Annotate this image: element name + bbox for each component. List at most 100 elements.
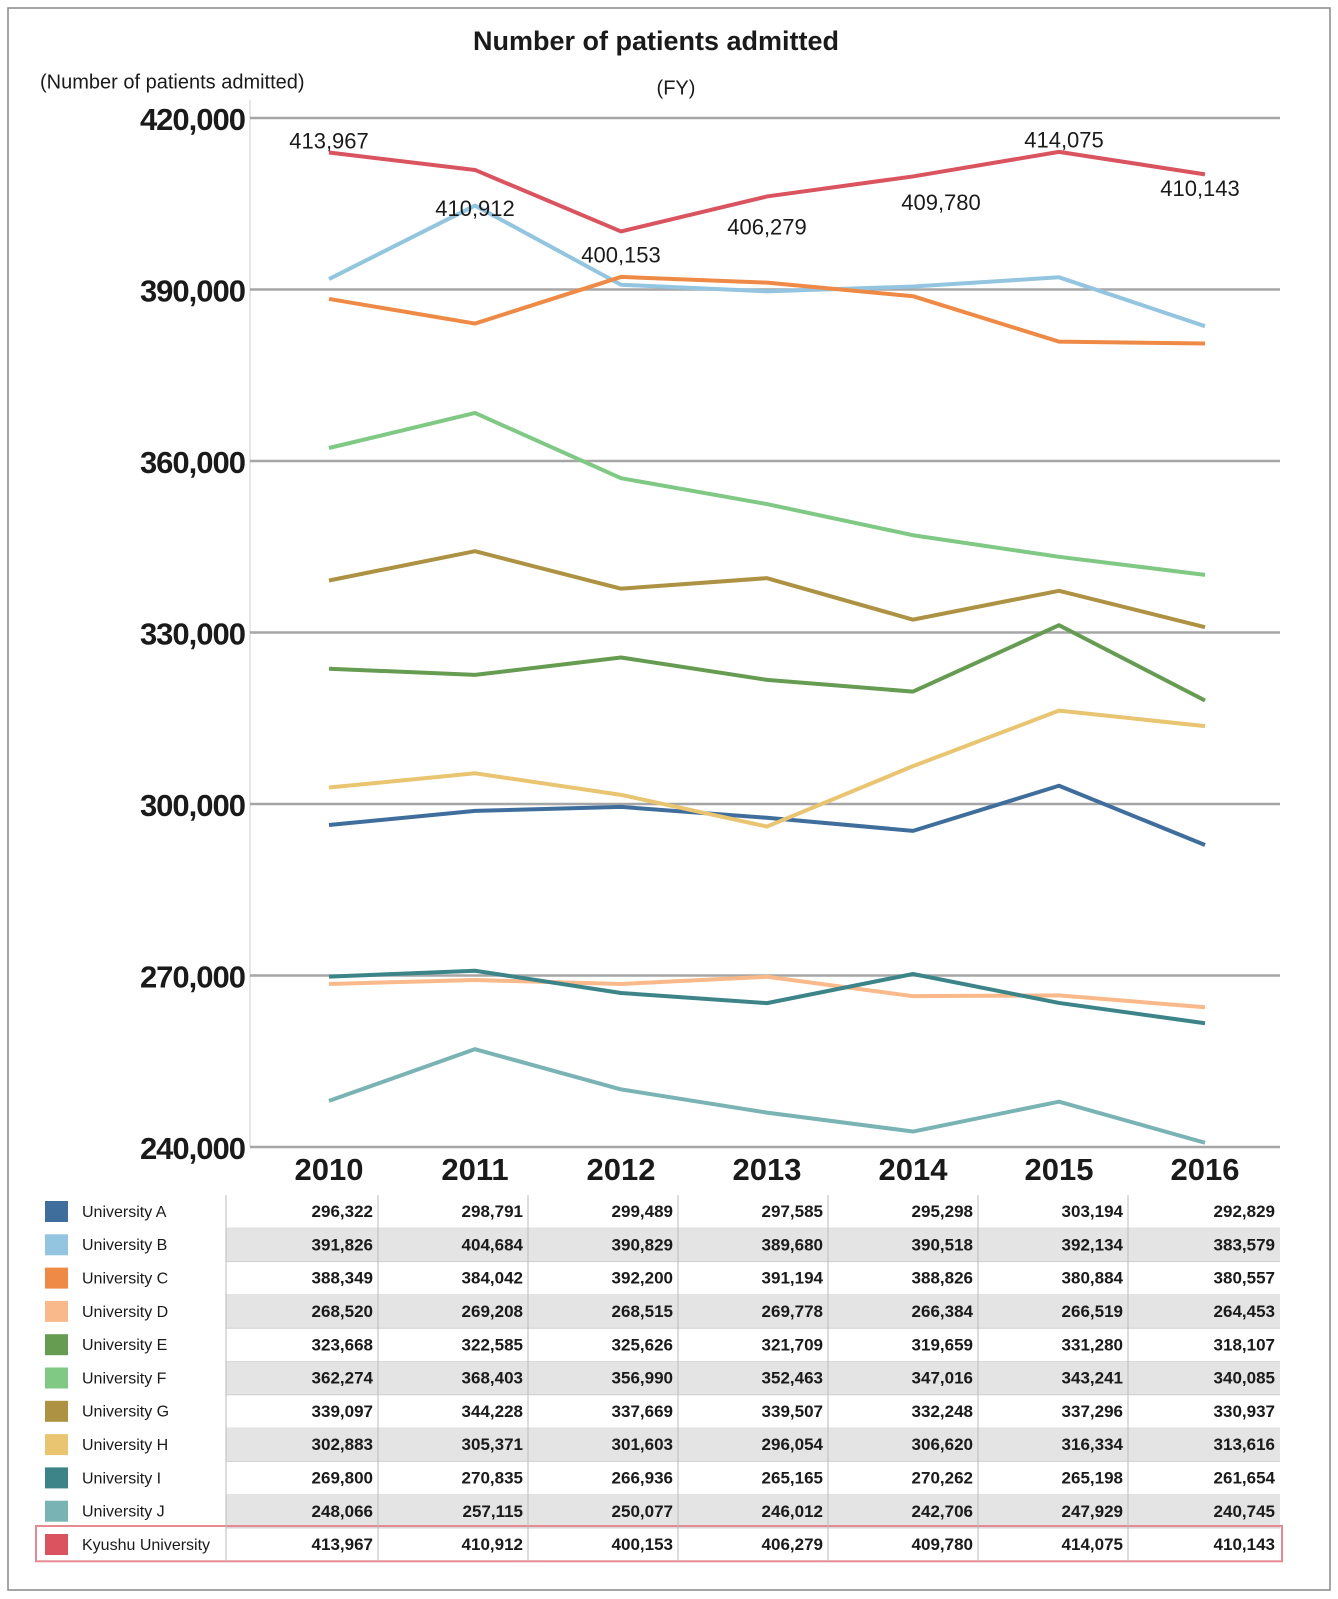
legend-swatch [45, 1367, 68, 1389]
data-label: 400,153 [581, 242, 661, 267]
table-cell: 323,668 [312, 1335, 373, 1354]
table-cell: 339,097 [312, 1402, 373, 1421]
legend-label: University A [82, 1204, 167, 1221]
legend-swatch [45, 1201, 68, 1222]
legend-label: University E [82, 1337, 167, 1354]
table-cell: 343,241 [1062, 1369, 1123, 1388]
table-cell: 265,198 [1062, 1469, 1123, 1488]
table-cell: 410,912 [462, 1535, 523, 1554]
table-cell: 265,165 [762, 1469, 823, 1488]
table-cell: 331,280 [1062, 1335, 1123, 1354]
y-tick-label: 360,000 [140, 445, 245, 480]
legend-swatch [45, 1234, 68, 1256]
table-cell: 266,519 [1062, 1302, 1123, 1321]
table-row-bg [226, 1361, 1280, 1395]
table-cell: 318,107 [1214, 1335, 1275, 1354]
table-cell: 269,778 [762, 1302, 823, 1321]
legend-label: Kyushu University [82, 1537, 210, 1554]
table-cell: 299,489 [612, 1202, 673, 1221]
table-cell: 392,134 [1062, 1235, 1124, 1254]
table-cell: 390,518 [912, 1235, 973, 1254]
table-cell: 297,585 [762, 1202, 823, 1221]
table-cell: 321,709 [762, 1335, 823, 1354]
table-cell: 322,585 [462, 1335, 523, 1354]
table-cell: 270,835 [462, 1469, 523, 1488]
table-cell: 409,780 [912, 1535, 973, 1554]
table-row-bg [226, 1494, 1280, 1528]
series-line [328, 623, 1206, 703]
table-cell: 298,791 [462, 1202, 523, 1221]
table-cell: 305,371 [462, 1435, 523, 1454]
table-cell: 410,143 [1214, 1535, 1275, 1554]
data-label: 414,075 [1024, 128, 1104, 153]
table-cell: 292,829 [1214, 1202, 1275, 1221]
legend-label: University I [82, 1470, 161, 1487]
table-cell: 347,016 [912, 1369, 973, 1388]
legend-swatch [45, 1434, 68, 1456]
table-cell: 319,659 [912, 1335, 973, 1354]
table-cell: 380,884 [1062, 1269, 1124, 1288]
table-cell: 240,745 [1214, 1502, 1275, 1521]
table-cell: 247,929 [1062, 1502, 1123, 1521]
table-cell: 301,603 [612, 1435, 673, 1454]
table-cell: 270,262 [912, 1469, 973, 1488]
table-cell: 250,077 [612, 1502, 673, 1521]
legend-label: University D [82, 1304, 168, 1321]
series-line [328, 274, 1206, 346]
table-cell: 242,706 [912, 1502, 973, 1521]
table-cell: 330,937 [1214, 1402, 1275, 1421]
table-cell: 388,826 [912, 1269, 973, 1288]
y-axis-label: (Number of patients admitted) [40, 71, 305, 93]
y-tick-label: 270,000 [140, 960, 245, 995]
x-tick-label: 2016 [1171, 1152, 1240, 1187]
table-cell: 390,829 [612, 1235, 673, 1254]
table-cell: 295,298 [912, 1202, 973, 1221]
table-cell: 339,507 [762, 1402, 823, 1421]
table-cell: 337,669 [612, 1402, 673, 1421]
table-cell: 337,296 [1062, 1402, 1123, 1421]
legend-label: University J [82, 1504, 165, 1521]
chart-title: Number of patients admitted [473, 26, 839, 56]
table-cell: 362,274 [312, 1369, 374, 1388]
table-cell: 257,115 [462, 1502, 523, 1521]
data-label: 413,967 [289, 128, 369, 153]
table-row-bg [226, 1228, 1280, 1262]
series-line [328, 203, 1206, 329]
table-cell: 384,042 [462, 1269, 523, 1288]
table-cell: 383,579 [1214, 1235, 1275, 1254]
table-cell: 404,684 [462, 1235, 524, 1254]
table-cell: 266,384 [912, 1302, 974, 1321]
table-cell: 340,085 [1214, 1369, 1275, 1388]
table-cell: 413,967 [312, 1535, 373, 1554]
legend-swatch [45, 1500, 68, 1522]
series-line [328, 1047, 1206, 1145]
table-cell: 388,349 [312, 1269, 373, 1288]
table-cell: 302,883 [312, 1435, 373, 1454]
table-cell: 296,054 [762, 1435, 824, 1454]
table-cell: 356,990 [612, 1369, 673, 1388]
y-tick-label: 420,000 [140, 102, 245, 137]
table-cell: 269,800 [312, 1469, 373, 1488]
x-tick-label: 2014 [879, 1152, 949, 1187]
x-tick-label: 2015 [1025, 1152, 1094, 1187]
x-tick-label: 2012 [587, 1152, 656, 1187]
table-cell: 391,194 [762, 1269, 824, 1288]
table-cell: 268,520 [312, 1302, 373, 1321]
table-cell: 389,680 [762, 1235, 823, 1254]
table-cell: 248,066 [312, 1502, 373, 1521]
series-line [328, 149, 1206, 234]
table-cell: 400,153 [612, 1535, 673, 1554]
table-cell: 344,228 [462, 1402, 523, 1421]
frame [7, 7, 1331, 1591]
table-cell: 406,279 [762, 1535, 823, 1554]
y-tick-label: 240,000 [140, 1131, 245, 1166]
table-cell: 303,194 [1062, 1202, 1124, 1221]
table-row-bg [226, 1428, 1280, 1462]
legend-swatch [45, 1334, 68, 1356]
x-tick-label: 2011 [441, 1152, 508, 1187]
y-tick-label: 330,000 [140, 617, 245, 652]
table-cell: 325,626 [612, 1335, 673, 1354]
table-cell: 269,208 [462, 1302, 523, 1321]
